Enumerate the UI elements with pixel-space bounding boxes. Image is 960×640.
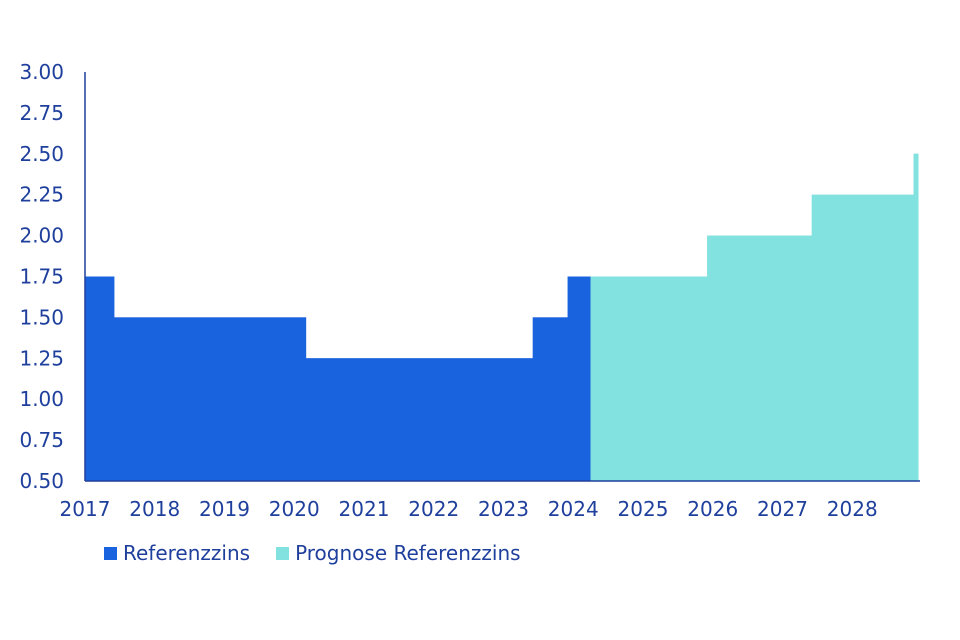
step-bar (567, 276, 591, 481)
x-tick-label: 2021 (339, 497, 390, 521)
legend-label-prognose-referenzzins: Prognose Referenzzins (295, 541, 521, 565)
y-tick-label: 2.00 (19, 224, 64, 248)
x-tick-label: 2026 (687, 497, 738, 521)
legend-swatch-referenzzins (104, 546, 117, 560)
x-tick-label: 2023 (478, 497, 529, 521)
y-tick-label: 0.50 (19, 469, 64, 493)
x-tick-label: 2019 (199, 497, 250, 521)
legend-swatch-prognose-referenzzins (276, 546, 290, 560)
chart-areas (85, 153, 919, 482)
x-axis-ticks: 2017 2018 2019 2020 2021 2022 2023 2024 2025 2026… (60, 497, 878, 521)
y-tick-label: 2.25 (19, 183, 64, 207)
y-tick-label: 2.75 (19, 101, 64, 125)
y-tick-label: 1.00 (19, 387, 64, 411)
legend-item-prognose-referenzzins[interactable]: Prognose Referenzzins (276, 541, 521, 565)
x-tick-label: 2018 (129, 497, 180, 521)
y-tick-label: 3.00 (19, 60, 64, 84)
x-tick-label: 2028 (827, 497, 878, 521)
x-tick-label: 2022 (408, 497, 459, 521)
step-bar (913, 153, 919, 482)
y-tick-label: 1.50 (19, 305, 64, 329)
y-tick-label: 1.75 (19, 265, 64, 289)
x-tick-label: 2020 (269, 497, 320, 521)
x-tick-label: 2017 (60, 497, 111, 521)
x-tick-label: 2024 (548, 497, 599, 521)
step-bar (590, 276, 708, 481)
y-tick-label: 1.25 (19, 346, 64, 370)
step-bar (85, 276, 115, 481)
legend: Referenzzins Prognose Referenzzins (104, 541, 521, 565)
step-bar (707, 235, 812, 481)
legend-item-referenzzins[interactable]: Referenzzins (104, 541, 250, 565)
step-bar (532, 317, 568, 481)
y-tick-label: 2.50 (19, 142, 64, 166)
step-bar (114, 317, 307, 481)
step-bar (811, 194, 914, 481)
y-axis-ticks: 0.50 0.75 1.00 1.25 1.50 1.75 2.00 2.25 2.50 2.75… (19, 60, 64, 493)
step-bar (306, 358, 533, 481)
x-tick-label: 2025 (618, 497, 669, 521)
y-tick-label: 0.75 (19, 428, 64, 452)
legend-label-referenzzins: Referenzzins (123, 541, 251, 565)
x-tick-label: 2027 (757, 497, 808, 521)
